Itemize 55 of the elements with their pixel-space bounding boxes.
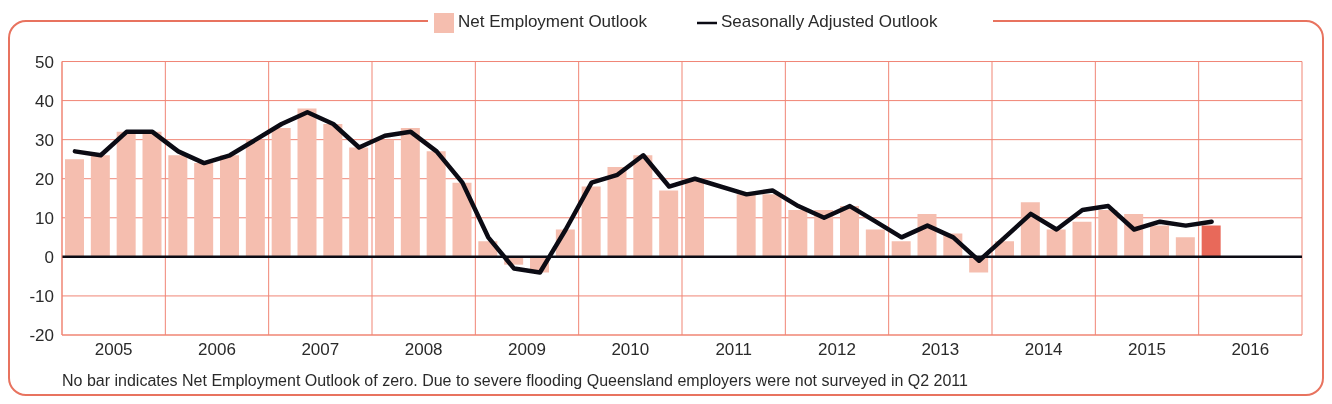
y-tick-label: 50 (35, 52, 54, 72)
legend-label: Net Employment Outlook (458, 12, 647, 31)
x-tick-label: 2016 (1231, 340, 1270, 360)
y-tick-label: -20 (29, 326, 54, 346)
bar (194, 163, 214, 257)
y-tick-label: -10 (29, 286, 54, 306)
bar (142, 131, 162, 257)
bar (1046, 229, 1066, 257)
y-tick-label: 10 (35, 208, 54, 228)
bar (1201, 225, 1221, 257)
text: No bar indicates Net Employment Outlook of zero. Due to severe flooding Queensland employers were not surveyed in Q2 2011 (62, 372, 968, 390)
bar (323, 124, 343, 257)
bar (1150, 225, 1169, 257)
x-tick-label: 2006 (198, 340, 236, 360)
bar (245, 139, 265, 257)
bar (762, 194, 782, 257)
x-tick-label: 2008 (404, 340, 443, 360)
bar (452, 182, 472, 257)
bar (271, 127, 291, 257)
bar (607, 167, 627, 257)
bar (1098, 209, 1118, 257)
bar (659, 190, 679, 257)
bar (891, 241, 911, 257)
bar (400, 127, 420, 257)
x-tick-label: 2009 (508, 340, 546, 360)
x-tick-label: 2007 (301, 340, 340, 360)
bar (168, 155, 188, 257)
bar (736, 194, 756, 257)
legend-label: Seasonally Adjusted Outlook (720, 12, 938, 31)
y-tick-label: 0 (44, 247, 54, 267)
bar (581, 186, 601, 257)
y-tick-label: 20 (35, 169, 54, 189)
x-tick-label: 2010 (611, 340, 650, 360)
bar (865, 229, 885, 257)
bar (116, 131, 136, 257)
x-tick-label: 2014 (1024, 340, 1063, 360)
x-tick-label: 2015 (1128, 340, 1166, 360)
bar (375, 139, 394, 257)
x-tick-label: 2011 (715, 340, 752, 360)
bar (1072, 221, 1092, 257)
bar (297, 108, 317, 257)
y-tick-label: 30 (35, 130, 54, 150)
x-tick-label: 2013 (921, 340, 960, 360)
bar (633, 155, 653, 257)
x-tick-label: 2012 (818, 340, 856, 360)
x-tick-label: 2005 (94, 340, 133, 360)
bar (90, 155, 110, 257)
bar (685, 178, 704, 257)
bar (1175, 237, 1195, 257)
bar (65, 159, 84, 257)
y-tick-label: 40 (35, 91, 54, 111)
bar (220, 155, 239, 257)
bar (349, 147, 369, 257)
bar (426, 151, 446, 257)
bar (788, 209, 808, 257)
